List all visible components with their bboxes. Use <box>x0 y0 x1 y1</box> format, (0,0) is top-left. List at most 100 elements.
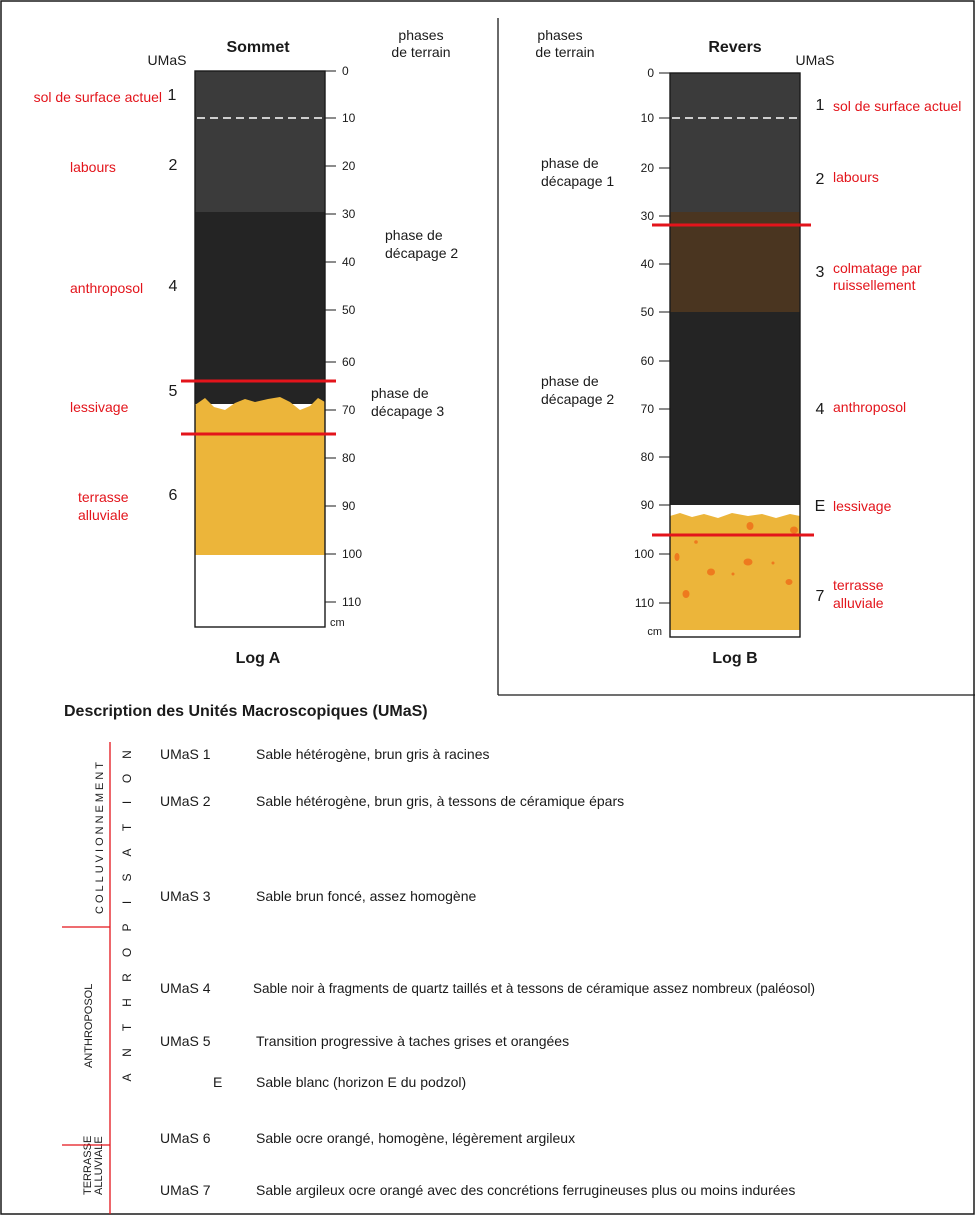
concretion-dot <box>785 579 793 585</box>
log-b-tick-label: 10 <box>641 111 655 125</box>
concretion-dot <box>707 568 715 576</box>
log-a-tick-label: 50 <box>342 303 356 317</box>
log-a-phase-3-line-2: décapage 3 <box>371 403 444 419</box>
concretion-dot <box>674 553 680 561</box>
log-a-tick-label: 60 <box>342 355 356 369</box>
concretion-dot <box>743 558 753 566</box>
log-a-umas-1-num: 1 <box>168 87 177 104</box>
log-b-umas-1-num: 1 <box>816 97 825 114</box>
log-b-tick-label: 60 <box>641 354 655 368</box>
log-b-umas-3-num: 3 <box>816 264 825 281</box>
anthropisation-letter: A <box>120 1072 134 1081</box>
log-b-umas-7-desc-2: alluviale <box>833 595 884 611</box>
log-b-unit-label: cm <box>647 626 662 638</box>
description-section: Description des Unités Macroscopiques (U… <box>62 703 815 1214</box>
log-b-umas-2-num: 2 <box>816 171 825 188</box>
log-b-umas-4-desc: anthroposol <box>833 399 906 415</box>
concretion-dot <box>746 522 754 530</box>
log-a-caption: Log A <box>236 650 281 667</box>
log-b-layer-umas-1-2 <box>670 73 800 212</box>
log-b: phases de terrain Revers UMaS <box>535 27 961 667</box>
log-a-phase-2-line-1: phase de <box>385 227 443 243</box>
log-b-umas-e-num: E <box>815 498 826 515</box>
log-a-umas-4-num: 4 <box>169 278 178 295</box>
log-a-layer-umas-1-2 <box>195 71 325 212</box>
log-b-title: Revers <box>708 39 761 56</box>
log-a-umas-5-desc: lessivage <box>70 399 129 415</box>
log-a-tick-label: 110 <box>342 595 361 609</box>
umas-row-code: UMaS 7 <box>160 1182 211 1198</box>
anthropisation-letter: T <box>120 823 134 831</box>
umas-row-text: Sable ocre orangé, homogène, légèrement … <box>256 1130 575 1146</box>
log-a-layer-bottom-white <box>195 555 325 627</box>
group-colluvionnement-label: COLLUVIONNEMENT <box>94 759 106 914</box>
umas-row-code: UMaS 1 <box>160 746 211 762</box>
log-b-umas-3-desc-2: ruissellement <box>833 277 916 293</box>
log-b-tick-label: 100 <box>634 547 654 561</box>
log-b-phase-1-line-1: phase de <box>541 155 599 171</box>
log-a-tick-label: 0 <box>342 64 349 78</box>
log-b-umas-header: UMaS <box>796 52 835 68</box>
log-b-column-border <box>669 72 801 638</box>
log-b-phase-2-line-1: phase de <box>541 373 599 389</box>
log-b-umas-1-desc: sol de surface actuel <box>833 98 961 114</box>
log-a-umas-2-num: 2 <box>169 157 178 174</box>
log-b-umas-3-desc-1: colmatage par <box>833 260 922 276</box>
anthropisation-letter: S <box>120 872 134 881</box>
log-b-concretions <box>674 522 798 598</box>
log-a-phases-header-1: phases <box>398 27 443 43</box>
anthropisation-letter: I <box>120 800 134 804</box>
log-a-umas-6-desc-1: terrasse <box>78 489 129 505</box>
log-a-tick-label: 40 <box>342 255 356 269</box>
log-a-column-border <box>194 70 326 628</box>
concretion-dot <box>771 561 775 565</box>
concretion-dot <box>731 572 735 576</box>
log-a-umas-1-desc: sol de surface actuel <box>34 89 162 105</box>
group-terrasse-label-2: ALLUVIALE <box>93 1136 105 1195</box>
log-a-umas-4-desc: anthroposol <box>70 280 143 296</box>
log-a: Sommet UMaS phases de terrain 0 10 <box>34 27 459 667</box>
anthropisation-letter: T <box>120 1023 134 1031</box>
anthropisation-letter: P <box>120 922 134 931</box>
log-a-layer-umas-6 <box>195 397 325 555</box>
umas-row-code: E <box>213 1074 222 1090</box>
concretion-dot <box>682 590 690 598</box>
concretion-dot <box>694 540 698 544</box>
log-b-phase-1-line-2: décapage 1 <box>541 173 614 189</box>
log-a-tick-label: 20 <box>342 159 356 173</box>
log-a-umas-2-desc: labours <box>70 159 116 175</box>
anthropisation-letter: N <box>120 749 134 759</box>
group-terrasse-label-1: TERRASSE <box>82 1136 94 1195</box>
concretion-dot <box>790 526 798 534</box>
log-b-layer-umas-7 <box>670 513 800 630</box>
log-b-tick-label: 40 <box>641 257 655 271</box>
log-b-tick-label: 50 <box>641 305 655 319</box>
log-b-tick-label: 80 <box>641 450 655 464</box>
anthropisation-letter: N <box>120 1047 134 1057</box>
log-a-tick-label: 100 <box>342 547 362 561</box>
log-a-depth-scale: 0 10 20 30 40 50 60 70 80 90 100 110 cm <box>325 64 362 629</box>
log-a-title: Sommet <box>226 39 290 56</box>
group-anthroposol-label: ANTHROPOSOL <box>83 984 95 1068</box>
log-b-umas-7-desc-1: terrasse <box>833 577 884 593</box>
log-b-phase-2-line-2: décapage 2 <box>541 391 614 407</box>
log-b-phases-header-2: de terrain <box>535 44 594 60</box>
log-b-caption: Log B <box>712 650 757 667</box>
log-a-phase-2-line-2: décapage 2 <box>385 245 458 261</box>
umas-row-code: UMaS 2 <box>160 793 211 809</box>
log-a-unit-label: cm <box>330 617 345 629</box>
log-b-phases-header-1: phases <box>537 27 582 43</box>
umas-row-code: UMaS 4 <box>160 980 211 996</box>
log-b-tick-label: 30 <box>641 209 655 223</box>
log-b-umas-4-num: 4 <box>816 401 825 418</box>
log-b-umas-2-desc: labours <box>833 169 879 185</box>
log-b-umas-e-desc: lessivage <box>833 498 892 514</box>
log-a-tick-label: 70 <box>342 403 356 417</box>
log-a-umas-header: UMaS <box>148 52 187 68</box>
log-b-depth-scale: 0 10 20 30 40 50 60 70 80 90 100 110 cm <box>634 66 670 638</box>
anthropisation-letter: R <box>120 972 134 982</box>
anthropisation-letter: H <box>120 997 134 1007</box>
log-a-tick-label: 30 <box>342 207 356 221</box>
